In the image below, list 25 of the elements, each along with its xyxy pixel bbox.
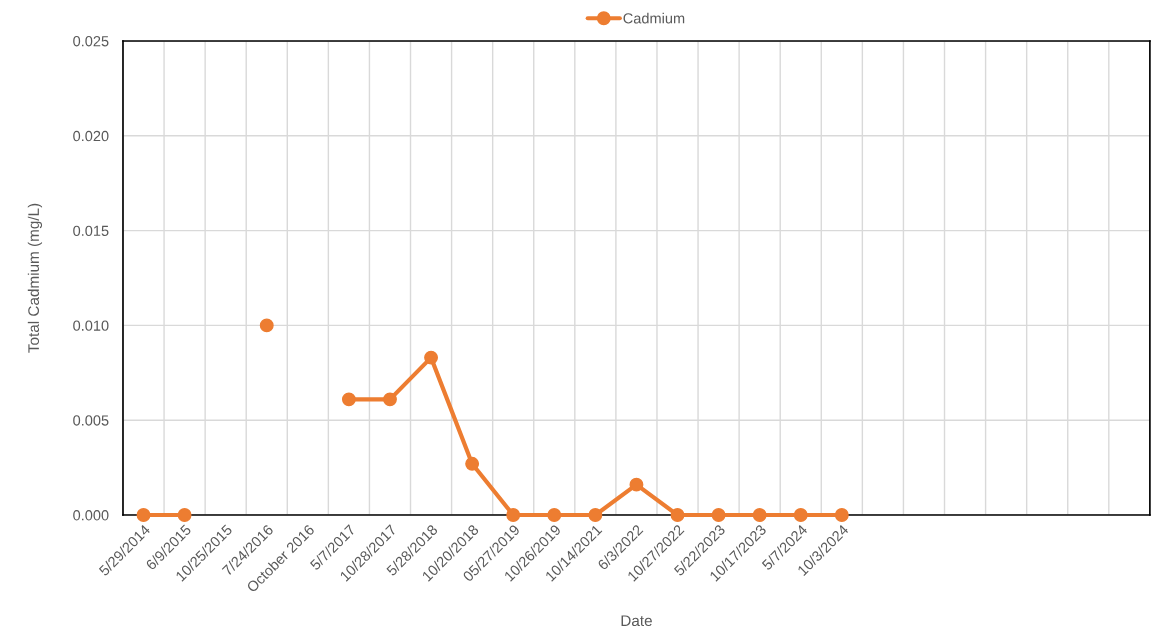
point [711,508,726,522]
y-tick-label: 0.015 [73,225,109,237]
y-tick-label: 0.000 [73,510,109,521]
point [177,508,192,522]
point [629,477,644,492]
x-axis-title: Date [621,615,652,627]
y-axis-title: Total Cadmium (mg/L) [27,203,43,353]
point [506,508,521,522]
point [670,508,685,522]
y-tick-label: 0.020 [73,130,109,142]
point [834,508,849,522]
point [588,508,603,522]
point [259,318,274,333]
point [424,350,438,365]
y-tick-label: 0.005 [73,415,109,426]
y-tick-label: 0.025 [73,36,109,47]
point [547,508,562,522]
point [465,456,480,471]
point [136,508,151,522]
point [383,392,397,407]
point [793,508,808,522]
point [341,392,356,407]
y-tick-label: 0.010 [73,320,109,331]
point [752,508,767,522]
legend-label: Cadmium [623,12,685,24]
